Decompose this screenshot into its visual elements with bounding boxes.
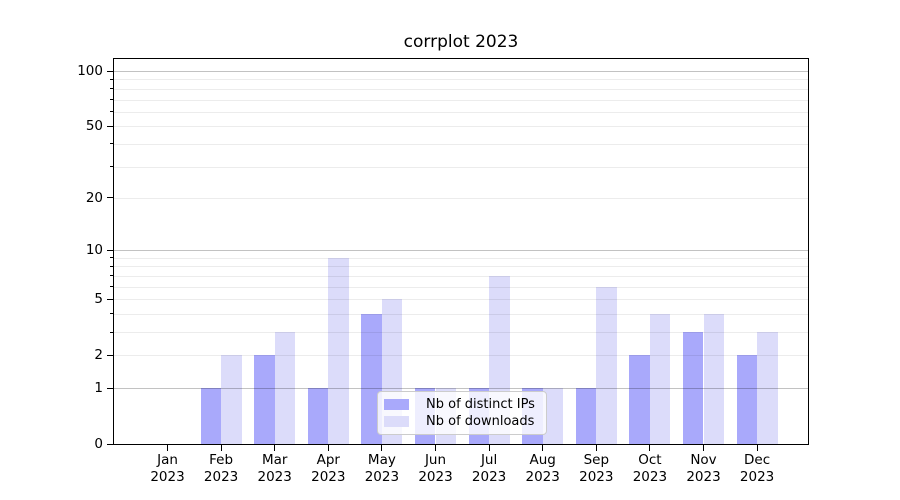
y-minortick-90 xyxy=(110,78,114,80)
x-tick-jul xyxy=(488,445,490,451)
y-minortick-8 xyxy=(110,265,114,267)
y-tick-2 xyxy=(107,354,114,356)
y-tick-50 xyxy=(107,125,114,127)
y-tick-label-20: 20 xyxy=(85,189,103,206)
bar-mar-downloads xyxy=(274,332,296,444)
y-tick-100 xyxy=(107,70,114,72)
y-tick-label-2: 2 xyxy=(94,347,103,364)
gridline-minor-y4 xyxy=(114,313,808,315)
gridline-major-y100 xyxy=(114,71,808,72)
gridline-minor-y60 xyxy=(114,111,808,113)
gridline-minor-y2 xyxy=(114,355,808,357)
x-tick-apr xyxy=(327,445,329,451)
x-tick-label-oct: Oct 2023 xyxy=(632,452,668,485)
x-tick-label-jan: Jan 2023 xyxy=(150,452,185,485)
bar-mar-distinct-ips xyxy=(254,355,275,444)
x-tick-label-sep: Sep 2023 xyxy=(579,452,614,485)
legend-label-distinct-ips: Nb of distinct IPs xyxy=(426,397,535,412)
x-tick-label-mar: Mar 2023 xyxy=(257,452,292,485)
x-tick-aug xyxy=(542,445,544,451)
y-minortick-3 xyxy=(110,331,114,333)
gridline-minor-y9 xyxy=(114,257,808,259)
y-minortick-40 xyxy=(110,143,114,145)
bar-apr-distinct-ips xyxy=(307,388,329,444)
x-tick-label-may: May 2023 xyxy=(364,452,400,485)
gridline-major-y10 xyxy=(114,250,808,252)
bar-nov-downloads xyxy=(703,313,725,444)
chart-title: corrplot 2023 xyxy=(403,32,519,52)
legend-swatch-distinct-ips xyxy=(384,399,409,410)
y-tick-10 xyxy=(107,249,114,251)
gridline-minor-y80 xyxy=(114,88,808,90)
legend-entry-distinct-ips: Nb of distinct IPs xyxy=(384,397,538,412)
gridline-minor-y7 xyxy=(114,275,808,277)
x-tick-nov xyxy=(703,445,704,451)
x-tick-label-aug: Aug 2023 xyxy=(525,452,560,485)
y-minortick-4 xyxy=(110,313,114,315)
gridline-minor-y30 xyxy=(114,166,808,168)
y-tick-5 xyxy=(107,298,114,300)
bar-dec-downloads xyxy=(757,332,778,444)
legend-entry-downloads: Nb of downloads xyxy=(384,414,538,429)
gridline-minor-y40 xyxy=(114,143,808,145)
x-tick-may xyxy=(381,445,383,451)
x-tick-oct xyxy=(649,445,651,451)
y-minortick-7 xyxy=(110,275,114,277)
gridline-minor-y8 xyxy=(114,266,808,268)
x-tick-feb xyxy=(220,445,222,451)
bar-sep-distinct-ips xyxy=(575,388,597,444)
x-tick-dec xyxy=(756,445,758,451)
x-tick-jan xyxy=(167,445,168,451)
bar-dec-distinct-ips xyxy=(736,355,758,444)
legend: Nb of distinct IPs Nb of downloads xyxy=(377,391,547,435)
x-tick-mar xyxy=(274,445,276,451)
x-tick-label-feb: Feb 2023 xyxy=(203,452,239,485)
bar-oct-distinct-ips xyxy=(629,355,650,444)
x-tick-label-jun: Jun 2023 xyxy=(418,452,453,485)
gridline-minor-y90 xyxy=(114,79,808,81)
y-minortick-60 xyxy=(110,111,114,113)
x-tick-label-nov: Nov 2023 xyxy=(686,452,721,485)
x-tick-sep xyxy=(595,445,597,451)
y-tick-label-5: 5 xyxy=(94,291,103,308)
gridline-minor-y3 xyxy=(114,332,808,333)
bar-feb-downloads xyxy=(221,355,242,444)
bar-may-distinct-ips xyxy=(361,313,382,444)
y-tick-label-1: 1 xyxy=(94,380,103,396)
gridline-minor-y70 xyxy=(114,99,808,101)
y-minortick-80 xyxy=(110,88,114,90)
y-tick-label-10: 10 xyxy=(85,242,103,259)
y-tick-20 xyxy=(107,197,114,199)
x-tick-jun xyxy=(435,445,436,451)
y-tick-label-0: 0 xyxy=(94,436,103,452)
y-tick-0 xyxy=(107,443,114,445)
bar-sep-downloads xyxy=(596,286,617,444)
bar-aug-downloads xyxy=(542,388,564,444)
bar-apr-downloads xyxy=(328,257,349,444)
x-tick-label-apr: Apr 2023 xyxy=(311,452,346,485)
y-minortick-6 xyxy=(110,286,114,288)
y-tick-label-50: 50 xyxy=(85,118,103,135)
y-minortick-30 xyxy=(110,166,114,167)
gridline-major-y1 xyxy=(114,388,808,389)
x-tick-label-dec: Dec 2023 xyxy=(739,452,775,485)
y-tick-1 xyxy=(107,387,114,389)
bar-nov-distinct-ips xyxy=(682,332,704,444)
y-minortick-70 xyxy=(110,99,114,100)
gridline-minor-y5 xyxy=(114,299,808,301)
y-minortick-9 xyxy=(110,257,114,259)
x-tick-label-jul: Jul 2023 xyxy=(471,452,507,485)
legend-label-downloads: Nb of downloads xyxy=(426,414,535,429)
legend-swatch-downloads xyxy=(384,416,409,427)
gridline-minor-y6 xyxy=(114,286,808,288)
bar-oct-downloads xyxy=(649,313,671,444)
gridline-minor-y20 xyxy=(114,197,808,199)
axes-spines xyxy=(113,58,809,445)
y-tick-label-100: 100 xyxy=(77,63,103,79)
gridline-minor-y50 xyxy=(114,126,808,128)
bar-feb-distinct-ips xyxy=(200,388,222,444)
